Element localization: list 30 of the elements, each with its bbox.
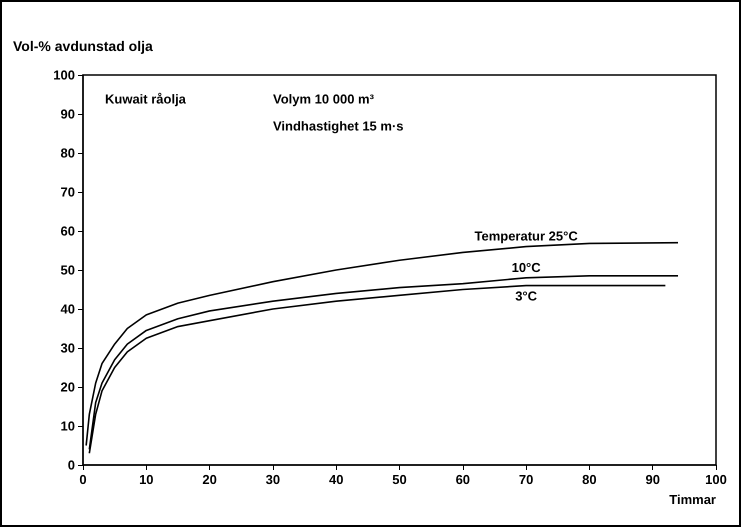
x-tick-label: 10 <box>139 472 154 487</box>
series-label: Temperatur 25°C <box>474 228 578 244</box>
y-tick-label: 70 <box>60 184 75 200</box>
y-tick-label: 0 <box>68 458 75 472</box>
x-tick-label: 90 <box>645 472 660 487</box>
series-label: 10°C <box>512 260 542 275</box>
y-tick-label: 90 <box>60 106 75 122</box>
x-axis-title: Timmar <box>669 492 716 507</box>
y-tick-label: 60 <box>60 224 75 238</box>
y-axis-title: Vol-% avdunstad olja <box>13 38 153 54</box>
x-tick-label: 50 <box>392 472 407 487</box>
x-tick-label: 30 <box>266 472 280 487</box>
x-tick-label: 100 <box>705 472 727 487</box>
y-tick-label: 10 <box>60 418 75 434</box>
x-tick-label: 40 <box>328 472 344 487</box>
annotation: Volym 10 000 m³ <box>273 92 375 106</box>
y-tick-label: 20 <box>60 380 75 394</box>
y-tick-label: 30 <box>60 340 75 356</box>
x-tick-label: 60 <box>456 472 470 487</box>
y-tick-label: 80 <box>60 146 75 160</box>
x-tick-label: 0 <box>79 472 87 487</box>
y-tick-label: 100 <box>53 68 75 82</box>
annotation: Vindhastighet 15 m·s <box>273 118 404 134</box>
series-label: 3°C <box>515 288 538 304</box>
x-tick-label: 20 <box>202 472 217 487</box>
y-tick-label: 40 <box>60 302 75 316</box>
x-tick-label: 80 <box>582 472 597 487</box>
annotation: Kuwait råolja <box>105 92 187 106</box>
x-tick-label: 70 <box>518 472 534 487</box>
y-tick-label: 50 <box>60 262 75 278</box>
